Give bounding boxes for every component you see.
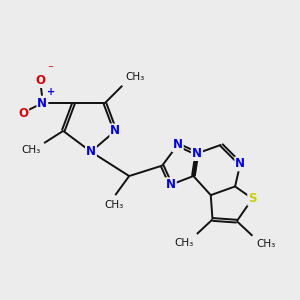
Text: N: N [192, 147, 202, 160]
Text: O: O [18, 107, 28, 120]
Text: O: O [36, 74, 46, 87]
Text: S: S [248, 192, 257, 205]
Text: +: + [47, 87, 55, 97]
Text: ⁻: ⁻ [48, 64, 53, 74]
Text: CH₃: CH₃ [21, 146, 40, 155]
Text: N: N [110, 124, 120, 137]
Text: CH₃: CH₃ [104, 200, 123, 210]
Text: CH₃: CH₃ [174, 238, 194, 248]
Text: N: N [38, 97, 47, 110]
Text: CH₃: CH₃ [126, 72, 145, 82]
Text: CH₃: CH₃ [256, 239, 275, 249]
Text: N: N [192, 147, 202, 160]
Text: N: N [86, 145, 96, 158]
Text: N: N [173, 138, 183, 151]
Text: N: N [166, 178, 176, 191]
Text: N: N [235, 158, 245, 170]
